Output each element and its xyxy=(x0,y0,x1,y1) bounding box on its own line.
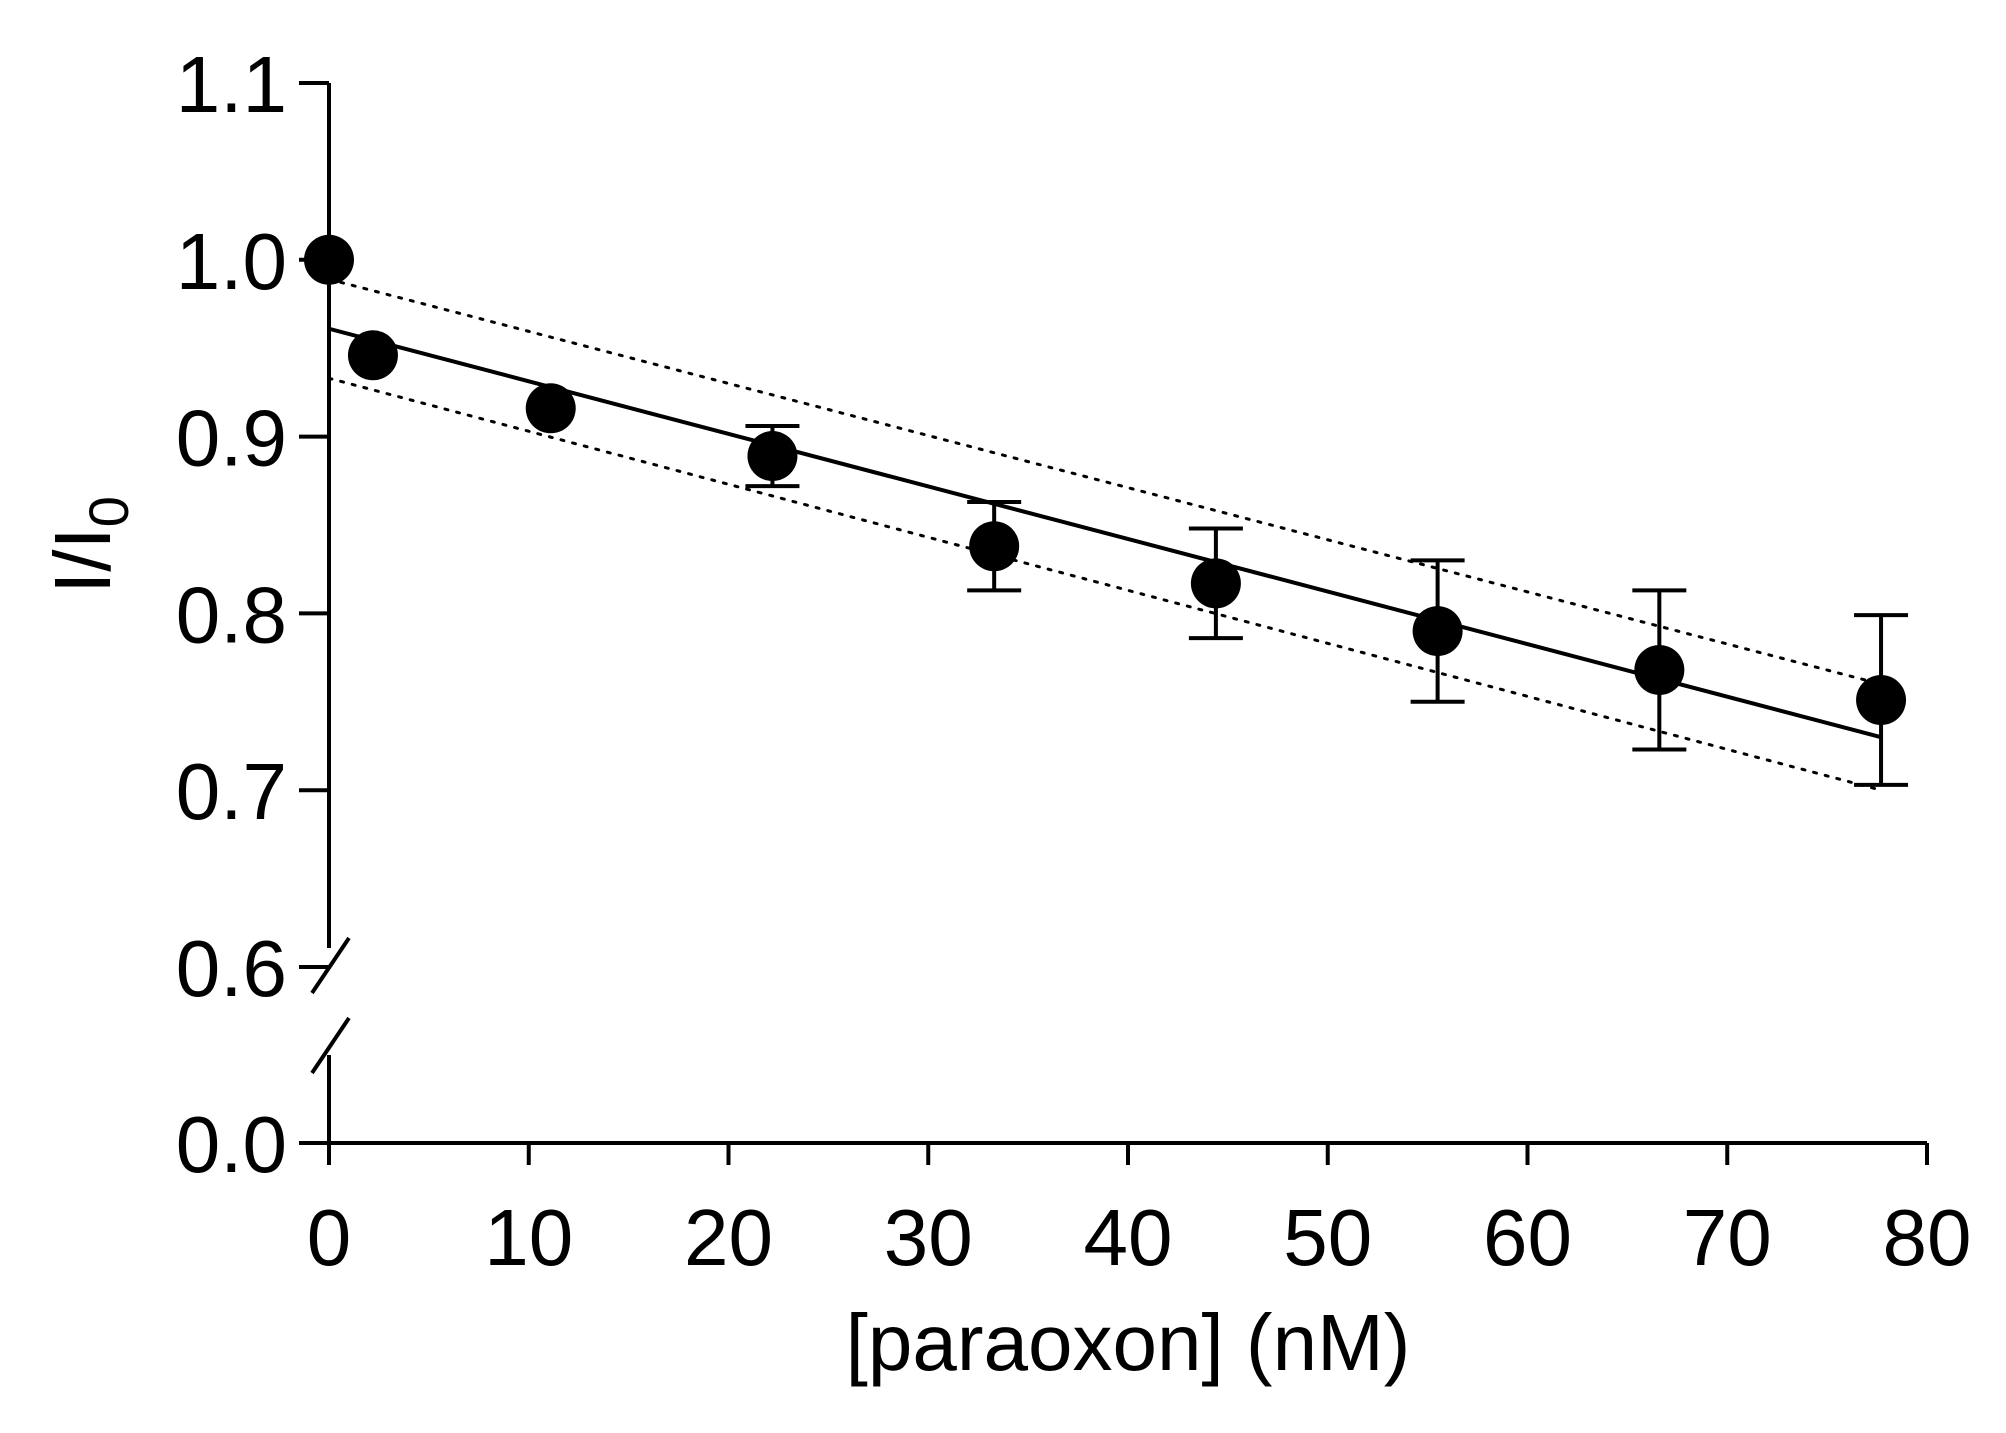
y-tick-label: 0.7 xyxy=(176,747,287,836)
y-tick-label: 0.0 xyxy=(176,1100,287,1189)
y-tick-label: 0.6 xyxy=(176,924,287,1013)
x-tick-label: 70 xyxy=(1683,1193,1772,1282)
fit-line xyxy=(328,326,1882,740)
data-point xyxy=(747,431,798,482)
y-axis-label-subscript: 0 xyxy=(77,496,140,527)
x-tick-label: 0 xyxy=(307,1193,352,1282)
x-tick-label: 40 xyxy=(1084,1193,1173,1282)
data-point xyxy=(1412,606,1463,657)
y-tick-label: 1.1 xyxy=(176,40,287,129)
x-tick-label: 30 xyxy=(884,1193,973,1282)
x-tick-label: 10 xyxy=(484,1193,573,1282)
confidence-band-lower xyxy=(327,376,1883,792)
labels: [paraoxon] (nM) I/I0 xyxy=(38,496,1410,1387)
ticks: 0 10 20 30 40 50 60 70 80 0.0 0.6 0.7 0.8 0.9 1.0 1.1 xyxy=(176,40,1972,1282)
data-point xyxy=(525,383,576,434)
axes xyxy=(310,83,1927,1145)
y-axis-label: I/I0 xyxy=(38,496,140,594)
x-tick-label: 20 xyxy=(684,1193,773,1282)
data-point xyxy=(1634,644,1685,695)
data-point xyxy=(969,521,1020,572)
data-point xyxy=(1856,675,1907,726)
y-axis-label-main: I/I xyxy=(38,527,127,594)
y-tick-label: 1.0 xyxy=(176,217,287,306)
confidence-band-upper xyxy=(327,277,1883,686)
data-point xyxy=(304,234,354,285)
x-axis-label: [paraoxon] (nM) xyxy=(846,1298,1411,1387)
data-point xyxy=(347,330,398,381)
data-points xyxy=(304,234,1907,726)
x-tick-label: 80 xyxy=(1883,1193,1972,1282)
axis-break-mark-upper xyxy=(310,936,351,995)
x-tick-label: 50 xyxy=(1283,1193,1372,1282)
axis-break-mark-lower xyxy=(310,1016,351,1075)
fit-lines xyxy=(327,277,1883,792)
x-tick-label: 60 xyxy=(1483,1193,1572,1282)
y-tick-label: 0.9 xyxy=(176,394,287,483)
error-bars xyxy=(745,423,1909,787)
y-tick-label: 0.8 xyxy=(176,570,287,659)
data-point xyxy=(1190,558,1241,609)
